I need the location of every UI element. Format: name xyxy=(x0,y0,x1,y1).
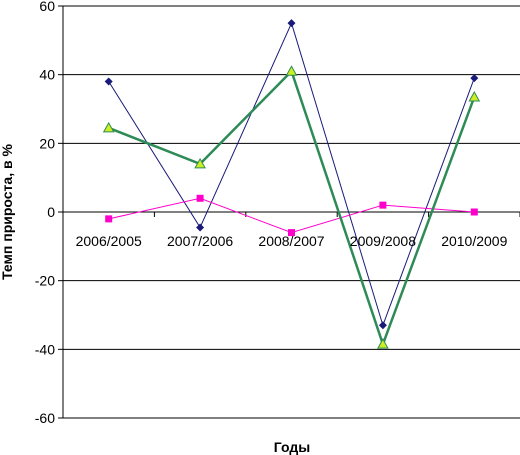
y-tick-labels: 60 40 20 0 -20 -40 -60 xyxy=(35,0,55,426)
data-point-diamond xyxy=(196,223,205,232)
x-tick-label: 2008/2007 xyxy=(258,233,324,249)
data-point-diamond xyxy=(378,321,387,330)
y-tick-label: 60 xyxy=(39,0,55,14)
data-point-triangle xyxy=(377,338,389,349)
x-tick-label: 2006/2005 xyxy=(76,233,142,249)
data-point-diamond xyxy=(104,77,113,86)
data-point-triangle xyxy=(468,90,481,102)
x-tick-labels: 2006/2005 2007/2006 2008/2007 2009/2008 2010… xyxy=(76,233,508,249)
data-point-diamond xyxy=(287,19,296,28)
data-point-triangle xyxy=(194,157,206,169)
data-point-square xyxy=(196,194,204,202)
x-tick-label: 2010/2009 xyxy=(441,233,507,249)
y-axis-title: Темп прироста, в % xyxy=(0,144,15,280)
y-tick-label: -60 xyxy=(35,410,55,426)
y-tick-label: 40 xyxy=(39,67,55,83)
x-axis-title: Годы xyxy=(274,439,310,455)
x-tick-label: 2009/2008 xyxy=(350,233,416,249)
y-tick-label: 0 xyxy=(47,204,55,220)
y-tick-label: -20 xyxy=(35,273,55,289)
data-point-triangle xyxy=(102,121,115,133)
data-point-diamond xyxy=(470,74,479,83)
x-tick-label: 2007/2006 xyxy=(167,233,233,249)
data-point-square xyxy=(288,229,295,237)
data-point-square xyxy=(105,215,113,223)
y-tick-label: 20 xyxy=(39,135,55,151)
data-point-square xyxy=(379,201,387,209)
axes xyxy=(58,5,520,419)
data-point-triangle xyxy=(285,65,298,76)
y-tick-label: -40 xyxy=(35,341,55,357)
data-point-square xyxy=(470,208,478,216)
grid-lines xyxy=(63,5,520,350)
series-markers xyxy=(102,19,481,349)
